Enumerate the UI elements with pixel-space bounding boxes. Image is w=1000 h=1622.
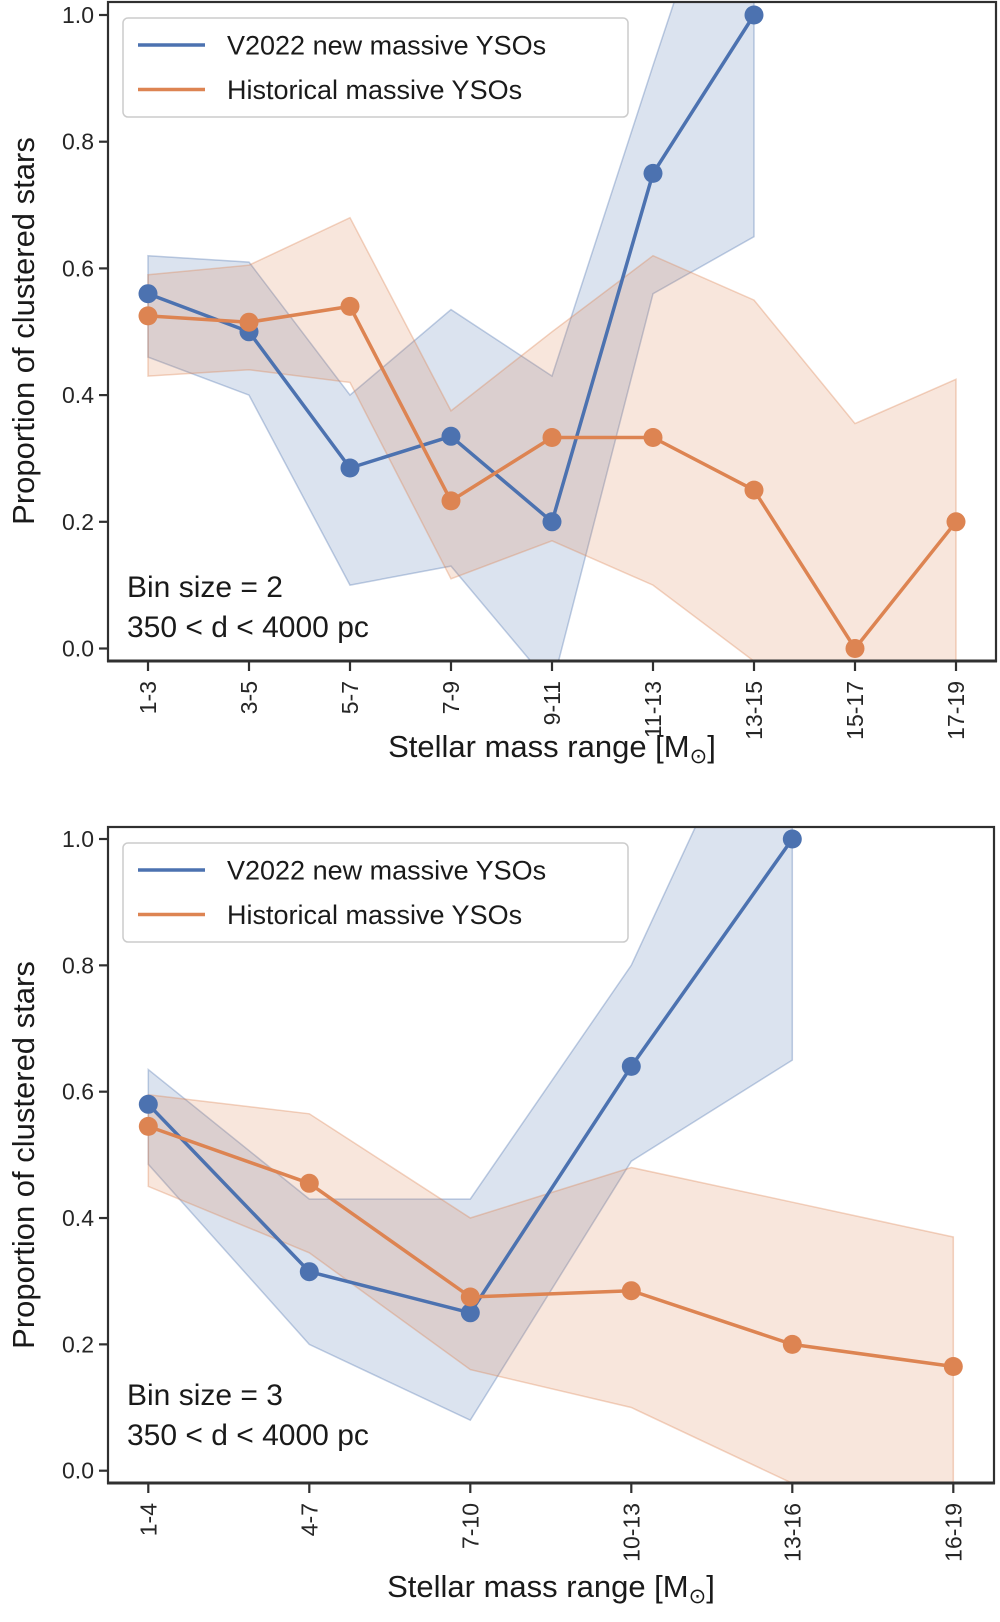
blue-data-point (643, 163, 663, 183)
y-tick-label: 1.0 (62, 826, 94, 852)
x-tick-label: 7-9 (438, 681, 464, 714)
orange-data-point (621, 1281, 641, 1301)
blue-data-point (621, 1056, 641, 1076)
y-tick-label: 0.2 (62, 509, 94, 535)
legend-box (122, 17, 629, 118)
blue-data-point (782, 829, 802, 849)
orange-data-point (946, 512, 966, 532)
y-tick-label: 0.2 (62, 1331, 94, 1357)
y-tick-label: 0.0 (62, 1458, 94, 1484)
blue-confidence-band (147, 2, 755, 661)
x-tick-label: 9-11 (539, 681, 565, 725)
annotation-line-1: Bin size = 3 (127, 1379, 283, 1412)
blue-data-point (542, 512, 562, 532)
x-tick-label: 1-4 (135, 1503, 161, 1536)
blue-data-point (460, 1303, 480, 1323)
panel-bottom: 0.0 0.2 0.4 0.6 0.8 1.0 1-4 4-7 7-10 10-13 13-16 16… (6, 825, 996, 1608)
legend-label: Historical massive YSOs (227, 75, 522, 105)
annotation-line-1: Bin size = 2 (127, 571, 283, 604)
x-tick-label: 13-15 (741, 681, 767, 740)
x-tick-label: 3-5 (236, 681, 262, 714)
orange-data-point (782, 1334, 802, 1354)
orange-data-point (138, 1116, 158, 1136)
annotation-line-2: 350 < d < 4000 pc (127, 611, 369, 644)
y-tick-label: 0.8 (62, 952, 94, 978)
x-tick-label: 7-10 (457, 1503, 483, 1549)
orange-data-point (340, 296, 360, 316)
blue-data-point (744, 5, 764, 25)
legend-label: V2022 new massive YSOs (227, 31, 546, 61)
annotation-line-2: 350 < d < 4000 pc (127, 1419, 369, 1452)
y-axis-label: Proportion of clustered stars (6, 961, 41, 1349)
orange-data-point (744, 480, 764, 500)
x-tick-label: 16-19 (940, 1503, 966, 1562)
legend: V2022 new massive YSOs Historical massive… (122, 17, 629, 118)
panel-top: 0.0 0.2 0.4 0.6 0.8 1.0 1-3 3-5 5-7 7-9 9-11 11-13 1… (6, 0, 998, 768)
x-axis-label: Stellar mass range [M⊙] (388, 729, 716, 768)
solar-mass-symbol: ⊙ (690, 745, 708, 768)
x-tick-label: 15-17 (842, 681, 868, 740)
orange-data-point (542, 428, 562, 447)
x-tick-label: 13-16 (779, 1503, 805, 1562)
y-axis-label: Proportion of clustered stars (6, 137, 41, 525)
legend-box (122, 842, 629, 943)
x-axis-label: Stellar mass range [M⊙] (387, 1569, 715, 1608)
orange-confidence-band (147, 1093, 955, 1483)
x-tick-label: 1-3 (135, 681, 161, 714)
y-tick-label: 0.0 (62, 636, 94, 662)
x-tick-label: 11-13 (640, 681, 666, 738)
orange-data-point (943, 1357, 963, 1376)
orange-data-point (441, 491, 461, 511)
x-tick-label: 17-19 (943, 681, 969, 740)
orange-data-point (643, 428, 663, 447)
y-tick-label: 0.6 (62, 1079, 94, 1105)
orange-data-point (239, 312, 259, 332)
blue-data-point (441, 426, 461, 446)
blue-data-point (138, 1094, 158, 1114)
y-tick-label: 0.4 (62, 1205, 94, 1231)
orange-data-point (299, 1173, 319, 1193)
orange-data-point (460, 1287, 480, 1307)
x-tick-label: 5-7 (337, 681, 363, 714)
legend: V2022 new massive YSOs Historical massive… (122, 842, 629, 943)
orange-data-point (138, 306, 158, 326)
legend-label: Historical massive YSOs (227, 900, 522, 930)
x-tick-label: 10-13 (618, 1503, 644, 1562)
orange-data-point (845, 639, 865, 658)
orange-series-line (147, 1124, 954, 1369)
y-tick-label: 0.6 (62, 255, 94, 281)
y-tick-label: 0.4 (62, 382, 94, 408)
y-tick-label: 1.0 (62, 2, 94, 28)
solar-mass-symbol: ⊙ (689, 1585, 707, 1608)
x-tick-label: 4-7 (296, 1503, 322, 1536)
legend-label: V2022 new massive YSOs (227, 856, 546, 886)
blue-data-point (340, 458, 360, 478)
y-tick-label: 0.8 (62, 129, 94, 155)
blue-data-point (299, 1262, 319, 1282)
blue-data-point (138, 284, 158, 304)
